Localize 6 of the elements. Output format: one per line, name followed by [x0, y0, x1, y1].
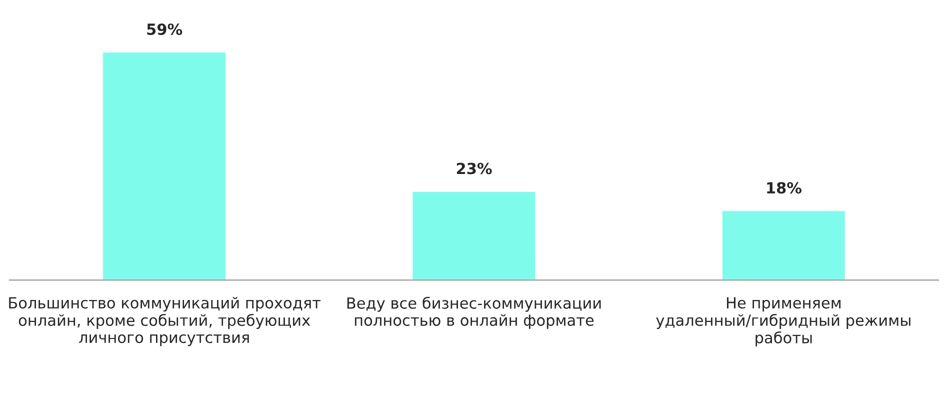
x-tick-label: Веду все бизнес-коммуникации полностью в онлайн формате: [347, 296, 601, 329]
data-label: 18%: [767, 182, 802, 194]
x-tick-label: Не применяем удаленный/гибридный режимы работы: [656, 297, 910, 346]
x-tick-label: Большинство коммуникаций проходят онлайн, кроме событий, требующих личного присутствия: [9, 296, 321, 346]
data-label: 59%: [147, 23, 182, 36]
data-label: 23%: [456, 162, 492, 174]
